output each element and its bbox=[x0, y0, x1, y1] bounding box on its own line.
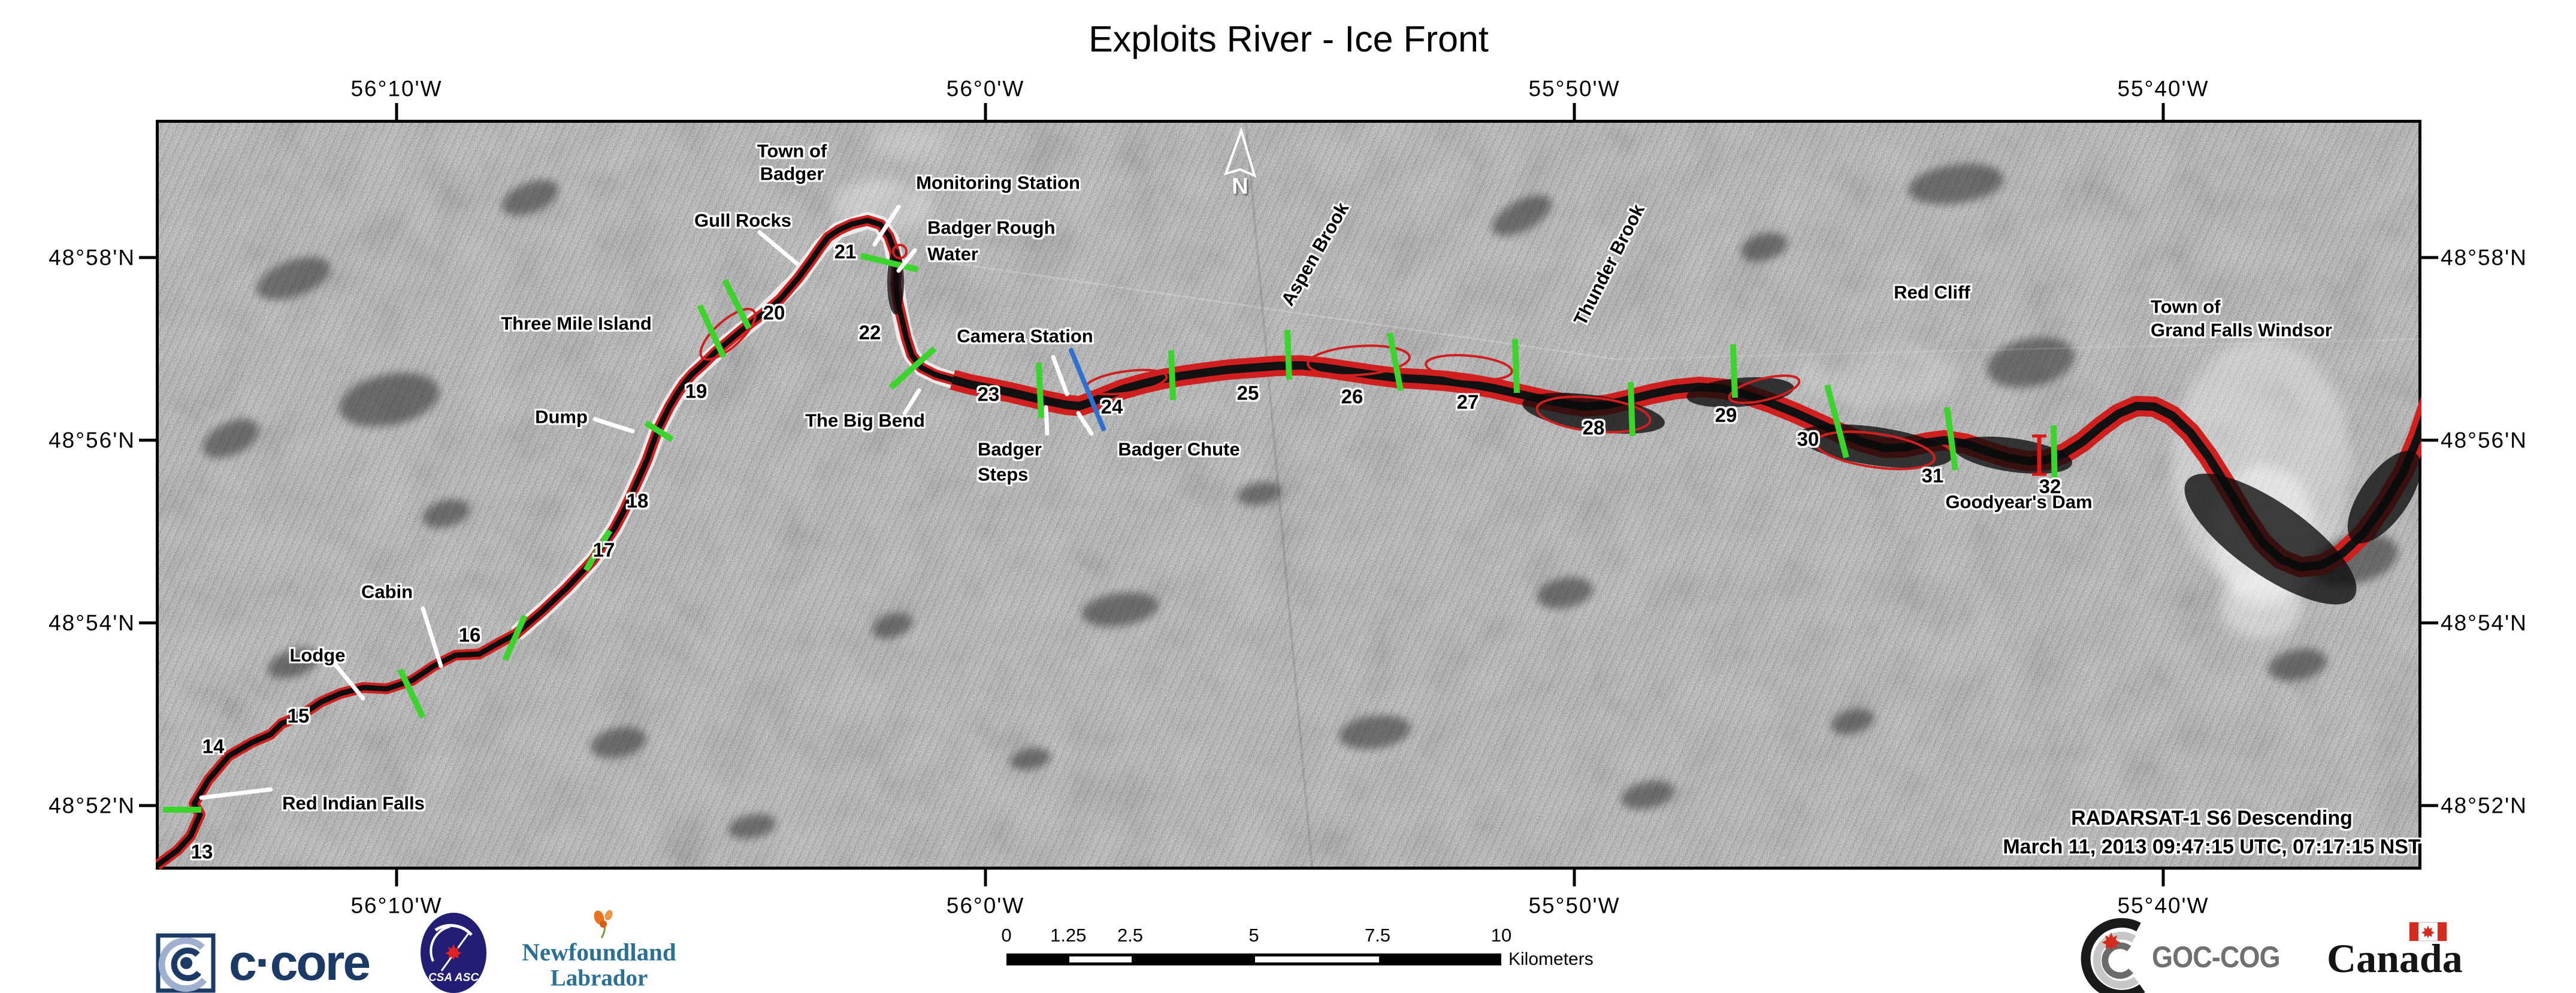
axis-label-longitude-top: 56°10'W bbox=[350, 76, 443, 101]
axis-label-latitude-right: 48°54'N bbox=[2441, 610, 2527, 635]
bright-patch bbox=[2220, 572, 2303, 638]
sar-map-frame bbox=[156, 120, 2421, 870]
credit-line-1: RADARSAT-1 S6 Descending bbox=[2071, 807, 2353, 829]
scale-bar-segment bbox=[1255, 956, 1379, 962]
axis-label-longitude-top: 55°40'W bbox=[2117, 76, 2209, 101]
csa-logo: CSA ASC bbox=[421, 913, 486, 993]
axis-label-latitude-right: 48°58'N bbox=[2441, 245, 2527, 270]
scale-bar-value: 10 bbox=[1490, 925, 1512, 946]
bright-patch bbox=[1800, 338, 1956, 410]
goc-cog-logo-text: GOC-COG bbox=[2152, 940, 2281, 974]
axis-label-latitude-left: 48°52'N bbox=[49, 793, 135, 818]
axis-label-latitude-left: 48°56'N bbox=[49, 428, 135, 453]
sar-streaks bbox=[159, 123, 2418, 867]
axis-label-longitude-bottom: 56°10'W bbox=[350, 893, 443, 918]
axis-label-latitude-right: 48°52'N bbox=[2441, 793, 2527, 818]
axis-label-latitude-right: 48°56'N bbox=[2441, 428, 2527, 453]
scale-bar-unit: Kilometers bbox=[1508, 949, 1594, 969]
image-credit: RADARSAT-1 S6 Descending March 11, 2013 … bbox=[2003, 804, 2420, 861]
axis-label-longitude-top: 56°0'W bbox=[946, 76, 1025, 101]
canada-wordmark: Canada bbox=[2327, 936, 2463, 981]
bright-patch bbox=[830, 180, 932, 234]
newfoundland-logo-line2: Labrador bbox=[550, 965, 648, 991]
axis-label-longitude-bottom: 56°0'W bbox=[946, 893, 1025, 918]
axis-label-latitude-left: 48°54'N bbox=[49, 610, 135, 635]
goc-cog-logo-icon bbox=[2081, 918, 2145, 993]
axis-label-longitude-top: 55°50'W bbox=[1528, 76, 1620, 101]
axis-label-longitude-bottom: 55°40'W bbox=[2117, 893, 2209, 918]
scale-bar-segment bbox=[1069, 956, 1132, 962]
newfoundland-logo-flower bbox=[594, 910, 613, 938]
axis-label-longitude-bottom: 55°50'W bbox=[1528, 893, 1620, 918]
map-title: Exploits River - Ice Front bbox=[1089, 19, 1489, 59]
ccore-logo-icon bbox=[156, 933, 216, 993]
axis-label-latitude-left: 48°58'N bbox=[49, 245, 135, 270]
bright-patch bbox=[872, 123, 944, 159]
scale-bar: Kilometers 0 1.25 2.5 5 7.5 10 bbox=[1001, 922, 1594, 976]
credit-line-2: March 11, 2013 09:47:15 UTC, 07:17:15 NS… bbox=[2003, 835, 2421, 858]
scale-bar-value: 1.25 bbox=[1050, 925, 1087, 946]
scale-bar-value: 7.5 bbox=[1364, 925, 1391, 946]
north-label: N bbox=[1232, 174, 1248, 199]
scale-bar-value: 2.5 bbox=[1117, 925, 1144, 946]
scale-bar-value: 0 bbox=[1001, 925, 1012, 946]
csa-logo-text: CSA ASC bbox=[428, 971, 479, 984]
scale-bar-value: 5 bbox=[1248, 925, 1259, 946]
newfoundland-logo-line1: Newfoundland bbox=[522, 938, 676, 966]
ccore-logo-text: c·core bbox=[229, 934, 371, 991]
scale-bar-bar bbox=[1006, 953, 1501, 965]
